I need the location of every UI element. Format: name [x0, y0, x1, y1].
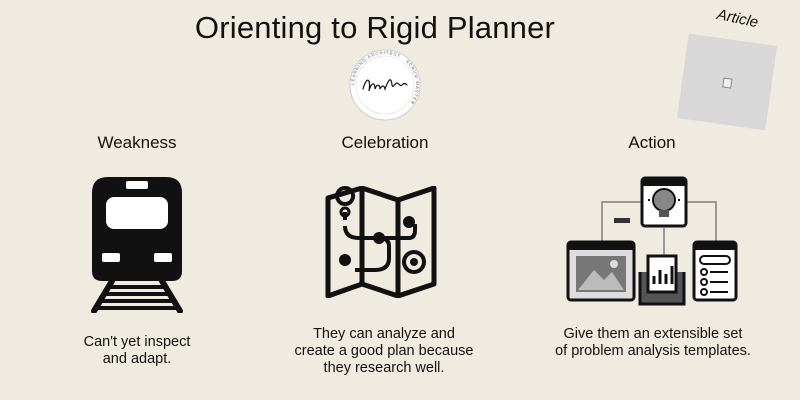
celebration-text: They can analyze and create a good plan …	[264, 326, 504, 377]
text-line: of problem analysis templates.	[555, 343, 751, 359]
action-text: Give them an extensible set of problem a…	[533, 326, 773, 360]
idea-templates-icon	[566, 176, 738, 306]
text-line: Give them an extensible set	[563, 326, 743, 342]
text-line: Can't yet inspect	[83, 334, 191, 350]
text-line: and adapt.	[102, 351, 172, 367]
weakness-text: Can't yet inspect and adapt.	[17, 334, 257, 368]
article-thumbnail[interactable]	[677, 34, 777, 130]
map-route-icon	[325, 186, 437, 298]
page-title: Orienting to Rigid Planner	[194, 10, 556, 45]
action-heading: Action	[628, 133, 676, 152]
document-thumbnail-icon	[722, 77, 733, 89]
text-line: They can analyze and	[313, 326, 455, 342]
train-icon	[91, 177, 183, 313]
text-line: create a good plan because	[294, 343, 474, 359]
weakness-heading: Weakness	[97, 133, 177, 152]
celebration-heading: Celebration	[341, 133, 429, 152]
signature-logo: LEARNING ARCHITECT · SCRUM MASTER ·	[349, 49, 421, 121]
text-line: they research well.	[323, 360, 445, 376]
